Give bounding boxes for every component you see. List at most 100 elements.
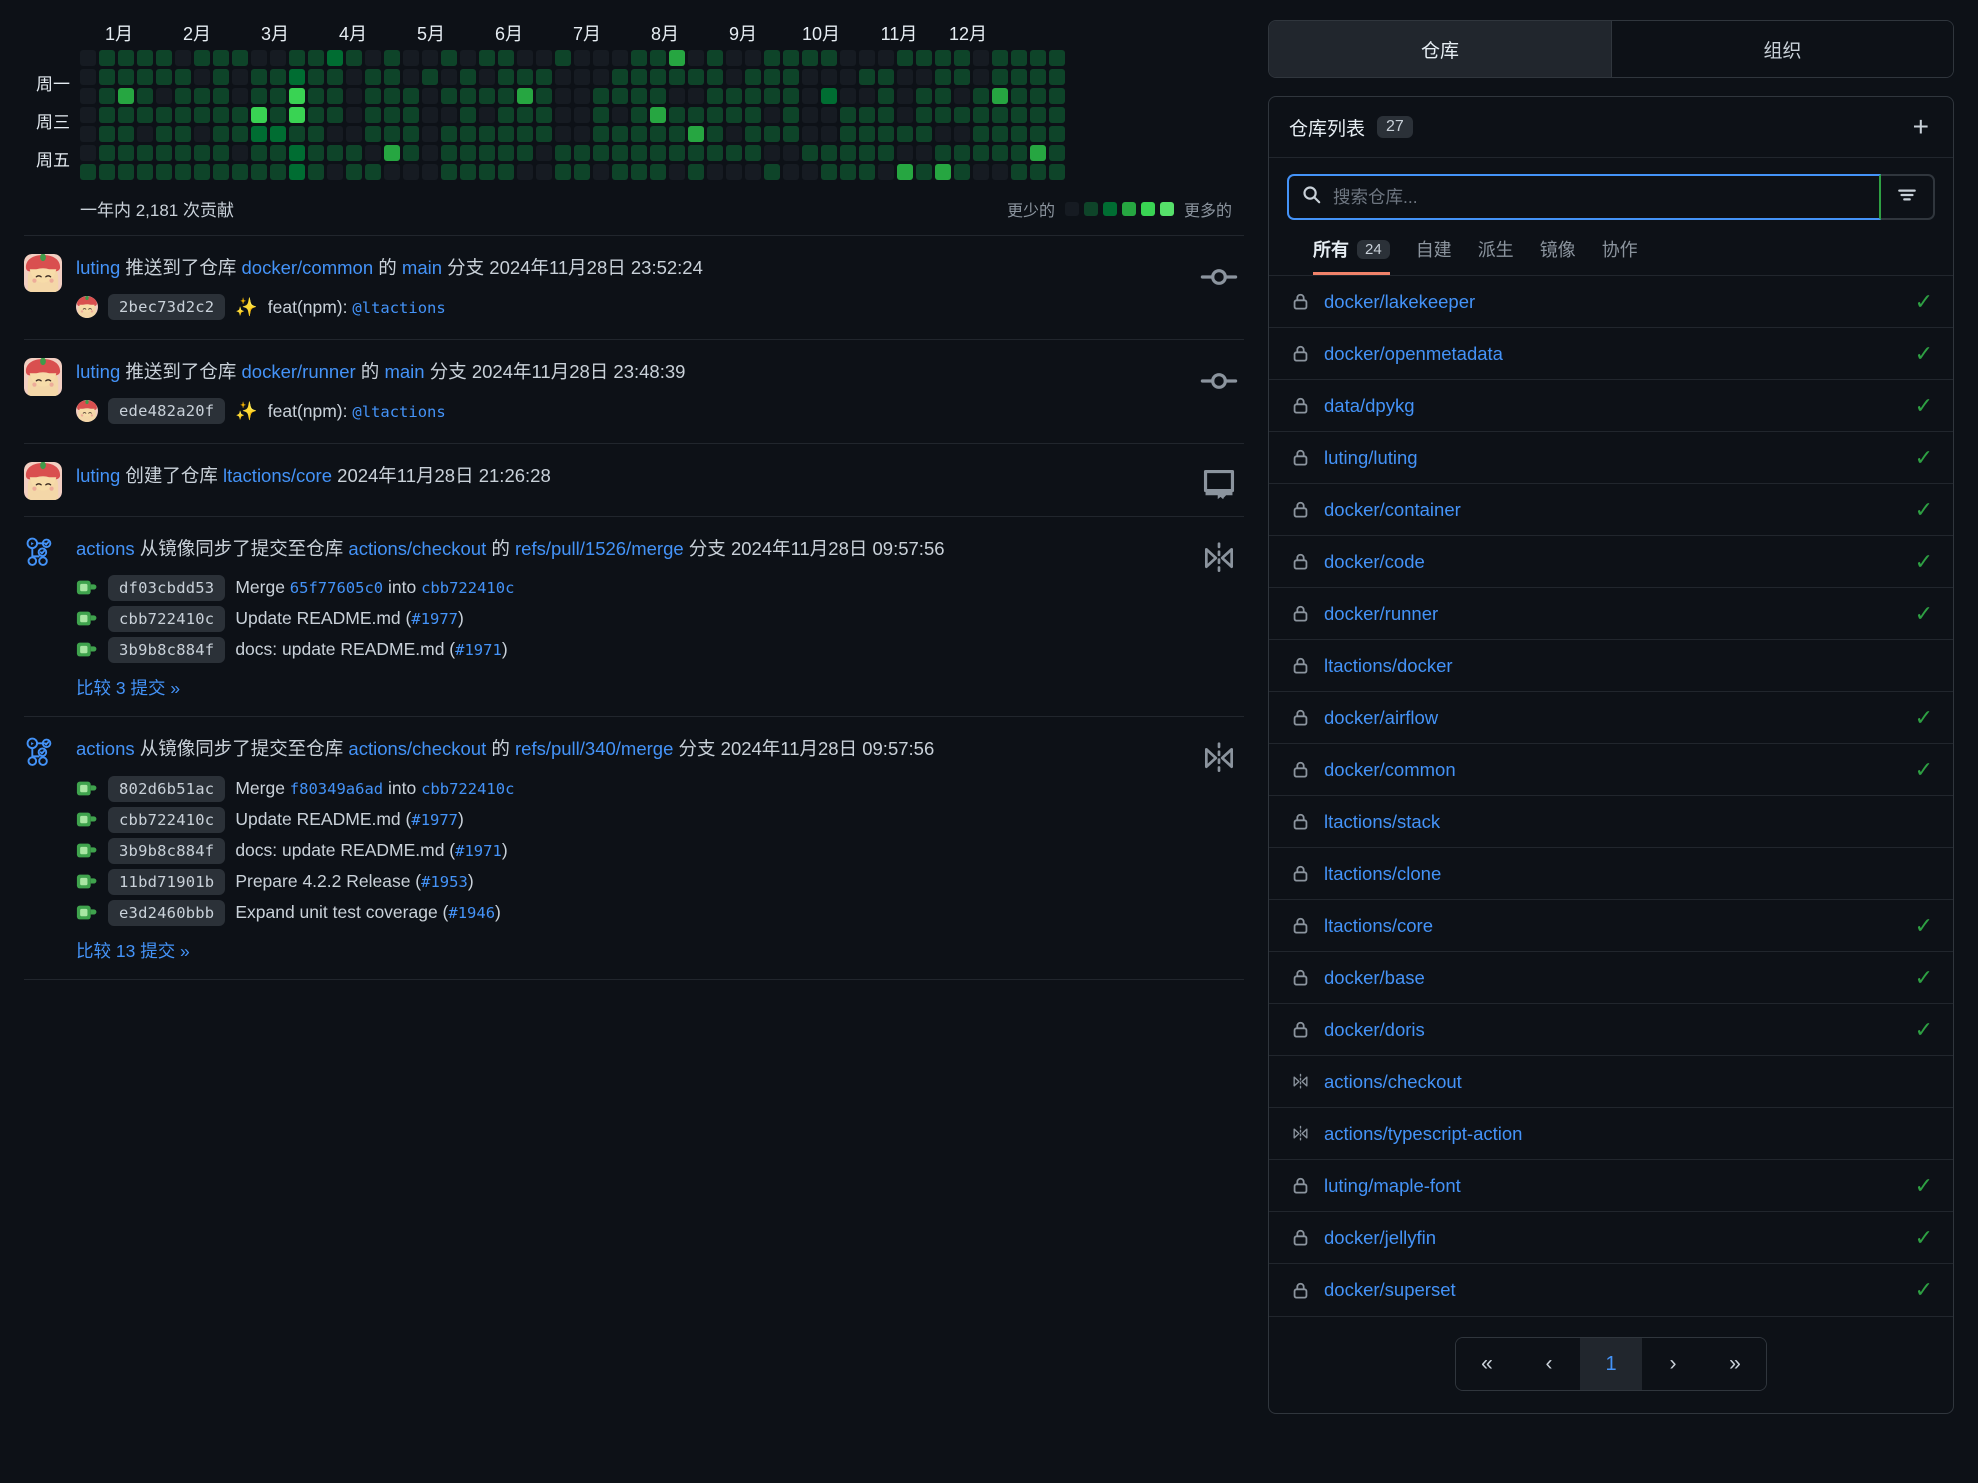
heatmap-cell[interactable] (441, 88, 457, 104)
heatmap-cell[interactable] (574, 50, 590, 66)
heatmap-cell[interactable] (422, 50, 438, 66)
repo-row[interactable]: docker/lakekeeper ✓ (1269, 276, 1953, 328)
heatmap-cell[interactable] (764, 50, 780, 66)
heatmap-cell[interactable] (783, 50, 799, 66)
sidebar-tab-repos[interactable]: 仓库 (1269, 21, 1611, 77)
heatmap-cell[interactable] (517, 50, 533, 66)
heatmap-cell[interactable] (365, 69, 381, 85)
heatmap-cell[interactable] (99, 164, 115, 180)
heatmap-cell[interactable] (745, 107, 761, 123)
heatmap-cell[interactable] (707, 145, 723, 161)
heatmap-cell[interactable] (555, 107, 571, 123)
heatmap-cell[interactable] (821, 88, 837, 104)
heatmap-cell[interactable] (137, 107, 153, 123)
heatmap-cell[interactable] (118, 88, 134, 104)
compare-commits-link[interactable]: 比较 3 提交 » (76, 678, 181, 699)
repo-name-link[interactable]: luting/maple-font (1324, 1174, 1461, 1196)
heatmap-cell[interactable] (878, 88, 894, 104)
heatmap-cell[interactable] (688, 69, 704, 85)
heatmap-cell[interactable] (612, 88, 628, 104)
heatmap-cell[interactable] (80, 126, 96, 142)
heatmap-cell[interactable] (764, 69, 780, 85)
heatmap-cell[interactable] (783, 145, 799, 161)
heatmap-cell[interactable] (764, 126, 780, 142)
heatmap-cell[interactable] (460, 164, 476, 180)
heatmap-cell[interactable] (897, 107, 913, 123)
heatmap-cell[interactable] (441, 164, 457, 180)
heatmap-cell[interactable] (80, 88, 96, 104)
heatmap-cell[interactable] (821, 69, 837, 85)
heatmap-cell[interactable] (669, 164, 685, 180)
heatmap-cell[interactable] (251, 145, 267, 161)
heatmap-cell[interactable] (954, 69, 970, 85)
heatmap-cell[interactable] (308, 69, 324, 85)
heatmap-cell[interactable] (555, 50, 571, 66)
heatmap-cell[interactable] (232, 69, 248, 85)
commit-sha[interactable]: e3d2460bbb (108, 899, 226, 926)
heatmap-cell[interactable] (707, 69, 723, 85)
heatmap-cell[interactable] (517, 126, 533, 142)
heatmap-cell[interactable] (631, 50, 647, 66)
heatmap-cell[interactable] (821, 107, 837, 123)
heatmap-cell[interactable] (232, 164, 248, 180)
heatmap-cell[interactable] (384, 126, 400, 142)
heatmap-cell[interactable] (802, 88, 818, 104)
repo-row[interactable]: ltactions/core ✓ (1269, 900, 1953, 952)
repo-row[interactable]: actions/checkout (1269, 1056, 1953, 1108)
heatmap-cell[interactable] (973, 50, 989, 66)
heatmap-cell[interactable] (555, 88, 571, 104)
heatmap-cell[interactable] (954, 107, 970, 123)
heatmap-cell[interactable] (251, 50, 267, 66)
heatmap-cell[interactable] (859, 88, 875, 104)
heatmap-cell[interactable] (479, 69, 495, 85)
heatmap-cell[interactable] (308, 145, 324, 161)
heatmap-cell[interactable] (897, 145, 913, 161)
heatmap-cell[interactable] (973, 164, 989, 180)
commit-link[interactable]: #1977 (411, 610, 459, 629)
heatmap-cell[interactable] (232, 88, 248, 104)
heatmap-cell[interactable] (441, 50, 457, 66)
heatmap-cell[interactable] (935, 69, 951, 85)
repo-row[interactable]: docker/code ✓ (1269, 536, 1953, 588)
heatmap-cell[interactable] (707, 107, 723, 123)
heatmap-cell[interactable] (365, 164, 381, 180)
repo-row[interactable]: docker/airflow ✓ (1269, 692, 1953, 744)
heatmap-cell[interactable] (99, 88, 115, 104)
heatmap-cell[interactable] (175, 50, 191, 66)
heatmap-cell[interactable] (1030, 126, 1046, 142)
heatmap-cell[interactable] (80, 69, 96, 85)
heatmap-cell[interactable] (859, 69, 875, 85)
heatmap-cell[interactable] (783, 126, 799, 142)
heatmap-cell[interactable] (726, 126, 742, 142)
heatmap-cell[interactable] (593, 164, 609, 180)
heatmap-cell[interactable] (118, 50, 134, 66)
heatmap-cell[interactable] (498, 50, 514, 66)
heatmap-cell[interactable] (80, 164, 96, 180)
heatmap-cell[interactable] (270, 145, 286, 161)
heatmap-cell[interactable] (346, 69, 362, 85)
repo-filter-tabs[interactable]: 所有 24 自建 派生 镜像 协作 (1269, 230, 1953, 276)
heatmap-cell[interactable] (916, 164, 932, 180)
heatmap-cell[interactable] (99, 145, 115, 161)
avatar[interactable] (24, 461, 62, 500)
repo-name-link[interactable]: docker/container (1324, 498, 1461, 520)
heatmap-cell[interactable] (289, 50, 305, 66)
heatmap-cell[interactable] (365, 107, 381, 123)
commit-link[interactable]: #1953 (421, 873, 468, 891)
heatmap-cell[interactable] (517, 107, 533, 123)
heatmap-cell[interactable] (650, 145, 666, 161)
heatmap-cell[interactable] (1030, 107, 1046, 123)
heatmap-cell[interactable] (593, 69, 609, 85)
heatmap-cell[interactable] (916, 50, 932, 66)
heatmap-cell[interactable] (536, 164, 552, 180)
heatmap-cell[interactable] (726, 88, 742, 104)
heatmap-cell[interactable] (574, 164, 590, 180)
heatmap-cell[interactable] (650, 69, 666, 85)
heatmap-cell[interactable] (897, 88, 913, 104)
repo-filter-自建[interactable]: 自建 (1416, 236, 1452, 275)
heatmap-cell[interactable] (1030, 145, 1046, 161)
repo-name-link[interactable]: docker/runner (1324, 602, 1439, 624)
commit-sha[interactable]: ede482a20f (108, 398, 226, 424)
repo-row[interactable]: data/dpykg ✓ (1269, 380, 1953, 432)
repo-name-link[interactable]: docker/openmetadata (1324, 342, 1503, 364)
